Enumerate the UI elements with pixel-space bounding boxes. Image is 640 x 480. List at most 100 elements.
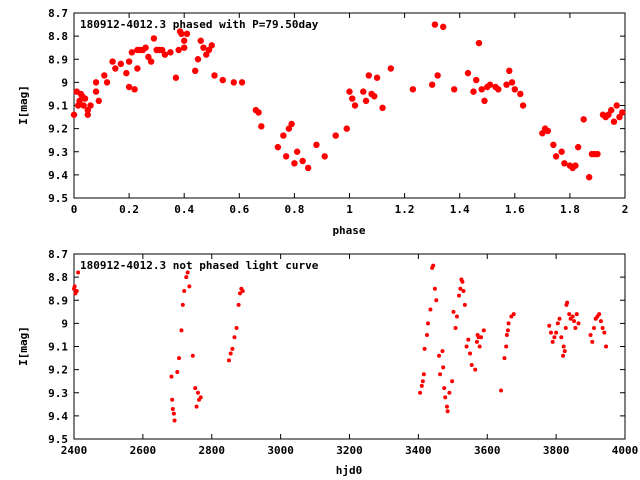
unphased-data-point (424, 332, 429, 337)
phased-y-tick-label: 9.3 (48, 146, 68, 159)
phased-data-point (95, 97, 102, 105)
unphased-data-point (193, 386, 198, 391)
phased-x-tick-label: 0.8 (284, 203, 304, 216)
phased-data-point (285, 125, 293, 132)
unphased-data-point (426, 321, 431, 326)
unphased-data-point (469, 363, 474, 367)
unphased-data-point (590, 339, 595, 344)
phased-y-axis-label: I[mag] (17, 85, 30, 125)
unphased-data-points (72, 263, 609, 423)
unphased-data-point (171, 411, 176, 416)
unphased-data-point (561, 344, 566, 349)
phased-data-point (349, 95, 356, 102)
unphased-chart-title: 180912-4012.3 not phased light curve (80, 259, 319, 272)
unphased-data-point (444, 404, 449, 409)
phased-data-point (550, 141, 557, 149)
unphased-x-tick-label: 3000 (267, 444, 294, 457)
phased-data-point (332, 132, 339, 139)
unphased-y-tick-label: 9 (61, 317, 68, 330)
phased-x-tick-label: 1.4 (450, 203, 470, 216)
phased-data-point (475, 39, 483, 47)
unphased-data-point (547, 323, 552, 328)
unphased-data-point (422, 346, 427, 351)
phased-y-tick-label: 9.2 (48, 123, 68, 136)
phased-data-point (552, 153, 560, 160)
phased-data-point (87, 102, 94, 109)
phased-data-point (238, 79, 246, 86)
phased-data-point (299, 157, 306, 165)
unphased-data-point (552, 335, 557, 340)
unphased-data-point (604, 344, 609, 349)
phased-y-tick-label: 9.4 (48, 169, 68, 182)
phased-plot-frame (73, 12, 626, 199)
phased-data-point (219, 76, 226, 84)
phased-y-tick-label: 9.1 (48, 100, 68, 113)
unphased-data-point (195, 390, 200, 395)
phased-data-point (274, 143, 282, 151)
unphased-data-point (440, 349, 445, 354)
unphased-x-tick-label: 3400 (405, 444, 432, 457)
phased-data-point (125, 83, 133, 91)
unphased-plot-frame (73, 253, 626, 440)
unphased-x-tick-label: 3200 (336, 444, 363, 457)
phased-data-point (101, 72, 108, 79)
phased-data-point (365, 72, 372, 79)
unphased-data-point (74, 289, 79, 293)
phased-chart: 0 0.2 0.4 0.6 0.8 1 1.2 1.4 1.6 1.8 2 8.7 8.8 8.9 9 9.… (17, 7, 628, 237)
unphased-data-point (419, 383, 424, 388)
phased-x-tick-label: 0.2 (119, 203, 139, 216)
phased-data-point (439, 23, 447, 31)
phased-data-point (486, 81, 494, 88)
unphased-data-point (458, 286, 463, 291)
phased-data-point (211, 72, 218, 79)
phased-x-ticks: 0 0.2 0.4 0.6 0.8 1 1.2 1.4 1.6 1.8 2 (71, 13, 628, 216)
phased-data-points (70, 21, 626, 181)
phased-data-point (123, 69, 130, 77)
unphased-data-point (502, 356, 507, 361)
unphased-data-point (454, 314, 459, 319)
phased-data-point (544, 127, 552, 135)
phased-data-point (80, 102, 87, 109)
phased-x-axis-label: phase (332, 224, 365, 237)
unphased-data-point (561, 353, 566, 358)
unphased-data-point (460, 279, 465, 284)
unphased-data-point (557, 316, 562, 321)
unphased-y-tick-label: 9.5 (48, 433, 68, 446)
unphased-data-point (574, 312, 579, 317)
unphased-data-point (421, 372, 426, 377)
unphased-data-point (597, 312, 602, 317)
unphased-data-point (572, 319, 577, 324)
phased-data-point (181, 44, 188, 51)
unphased-data-point (442, 386, 447, 391)
unphased-data-point (447, 390, 452, 395)
unphased-data-point (232, 335, 237, 340)
unphased-data-point (172, 418, 177, 423)
phased-data-point (134, 65, 141, 72)
phased-data-point (92, 79, 100, 86)
unphased-data-point (461, 289, 466, 293)
unphased-data-point (550, 339, 555, 344)
unphased-chart: 2400 2600 2800 3000 3200 3400 3600 3800 4000 8.7… (17, 248, 638, 477)
phased-data-point (558, 148, 565, 155)
phased-data-point (158, 46, 166, 54)
unphased-data-point (600, 326, 605, 330)
phased-data-point (230, 79, 237, 86)
unphased-data-point (563, 326, 568, 330)
unphased-x-tick-label: 3600 (474, 444, 501, 457)
unphased-data-point (184, 275, 189, 280)
phased-data-point (428, 81, 436, 88)
phased-data-point (142, 44, 149, 51)
unphased-data-point (179, 328, 184, 333)
unphased-x-tick-label: 2600 (130, 444, 157, 457)
unphased-data-point (76, 270, 81, 275)
phased-data-point (619, 109, 626, 116)
unphased-data-point (562, 349, 567, 354)
unphased-data-point (443, 395, 448, 400)
phased-y-tick-label: 8.9 (48, 53, 68, 66)
phased-data-point (282, 153, 290, 160)
phased-y-ticks: 8.7 8.8 8.9 9 9.1 9.2 9.3 9.4 9.5 (48, 7, 625, 205)
unphased-data-point (506, 321, 511, 326)
phased-data-point (147, 58, 155, 65)
unphased-data-point (473, 367, 478, 372)
